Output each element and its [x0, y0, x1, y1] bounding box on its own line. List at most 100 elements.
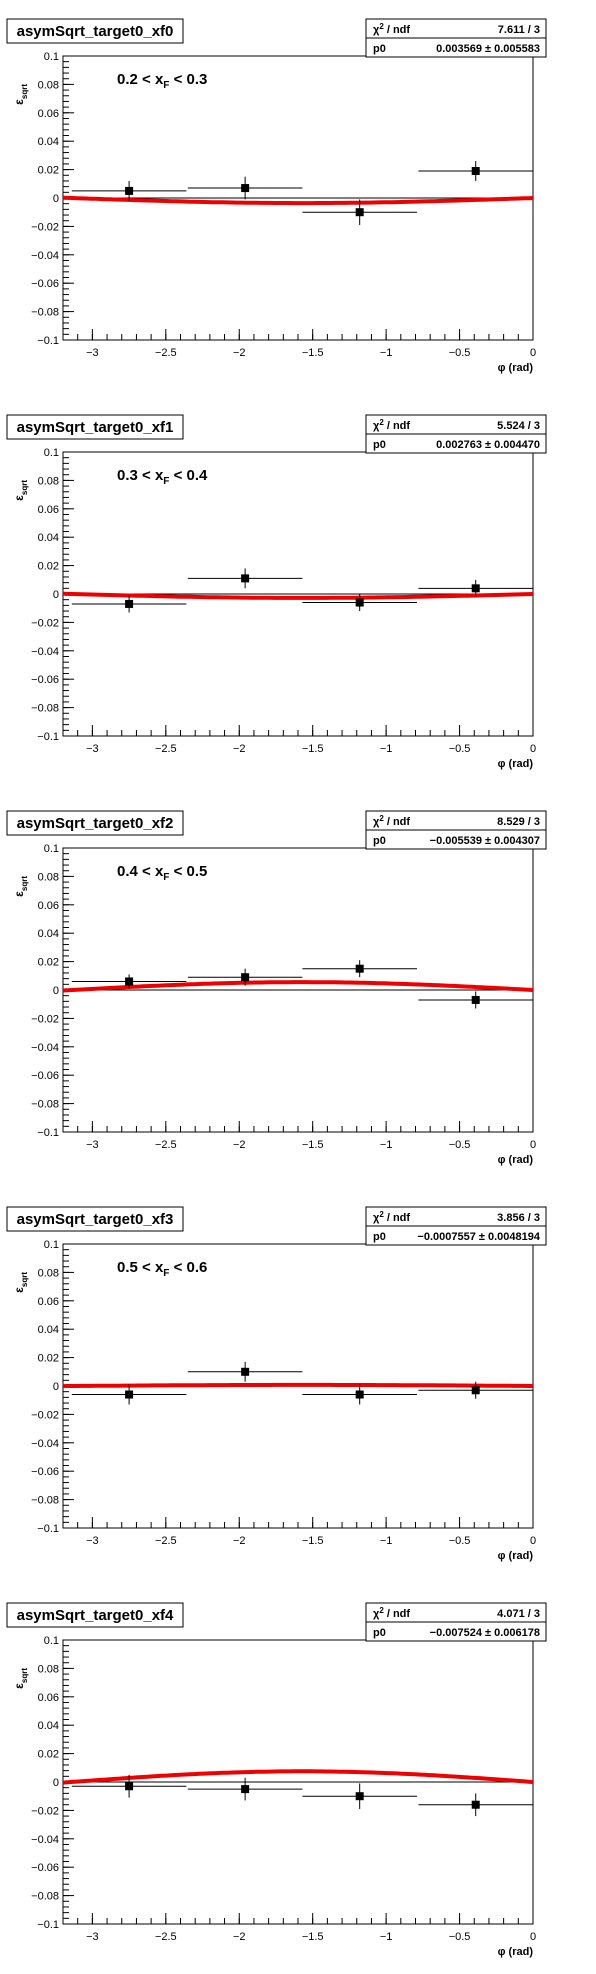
y-tick-label: −0.1	[37, 1919, 59, 1931]
data-point	[472, 996, 480, 1004]
annotation-prefix: 0.5 < x	[117, 1259, 164, 1276]
chi2-ndf: / ndf	[384, 1608, 411, 1620]
fit-curve	[63, 1385, 533, 1386]
y-axis-title: εsqrt	[12, 84, 29, 105]
y-tick-label: 0.06	[38, 504, 59, 516]
stats-chi2-label: χ2 / ndf	[373, 814, 410, 828]
x-tick-label: 0	[530, 1139, 536, 1151]
y-axis-title-sub: sqrt	[20, 1668, 29, 1683]
y-tick-label: −0.06	[31, 1862, 59, 1874]
chi2-ndf: / ndf	[384, 420, 411, 432]
x-tick-label: −1	[380, 1931, 393, 1943]
x-tick-label: −1.5	[302, 1535, 324, 1547]
x-tick-label: −2.5	[155, 743, 177, 755]
x-tick-label: −2.5	[155, 1931, 177, 1943]
stats-p0-value: −0.005539 ± 0.004307	[430, 835, 540, 847]
data-point	[356, 1792, 364, 1800]
stats-p0-label: p0	[373, 43, 386, 55]
y-tick-label: 0.08	[38, 475, 59, 487]
y-tick-label: 0.04	[38, 1720, 59, 1732]
y-tick-label: 0.04	[38, 136, 59, 148]
y-tick-label: 0	[53, 589, 59, 601]
x-tick-label: −0.5	[449, 743, 471, 755]
bin-annotation: 0.5 < xF < 0.6	[117, 1259, 207, 1279]
data-point	[472, 1386, 480, 1394]
chart-panel: 0.10.080.060.040.020−0.02−0.04−0.06−0.08…	[7, 811, 546, 1166]
fit-curve	[63, 982, 533, 990]
y-tick-label: −0.02	[31, 1013, 59, 1025]
y-tick-label: −0.04	[31, 1042, 59, 1054]
x-tick-label: −3	[86, 743, 99, 755]
x-tick-label: −1.5	[302, 743, 324, 755]
y-axis-title-sub: sqrt	[20, 480, 29, 495]
x-tick-label: −2.5	[155, 347, 177, 359]
data-point	[241, 973, 249, 981]
stats-p0-label: p0	[373, 439, 386, 451]
x-axis-title: φ (rad)	[498, 362, 534, 374]
y-tick-label: −0.02	[31, 1409, 59, 1421]
y-tick-label: 0.1	[44, 843, 59, 855]
x-tick-label: −1	[380, 347, 393, 359]
x-axis-title: φ (rad)	[498, 1946, 534, 1958]
x-tick-label: −2	[233, 1931, 246, 1943]
y-tick-label: −0.02	[31, 617, 59, 629]
y-tick-label: 0.06	[38, 108, 59, 120]
chi2-ndf: / ndf	[384, 24, 411, 36]
data-point	[125, 1782, 133, 1790]
chart-panel: 0.10.080.060.040.020−0.02−0.04−0.06−0.08…	[7, 1207, 546, 1562]
data-point	[125, 187, 133, 195]
y-tick-label: 0.02	[38, 165, 59, 177]
stats-p0-value: −0.007524 ± 0.006178	[430, 1627, 540, 1639]
y-tick-label: −0.08	[31, 1099, 59, 1111]
y-tick-label: −0.04	[31, 646, 59, 658]
chart-panel: 0.10.080.060.040.020−0.02−0.04−0.06−0.08…	[7, 19, 546, 374]
bin-annotation: 0.2 < xF < 0.3	[117, 71, 207, 91]
y-tick-label: −0.1	[37, 335, 59, 347]
y-tick-label: −0.06	[31, 1070, 59, 1082]
y-axis-title-sub: sqrt	[20, 84, 29, 99]
stats-p0-label: p0	[373, 835, 386, 847]
chart-panel: 0.10.080.060.040.020−0.02−0.04−0.06−0.08…	[7, 415, 546, 770]
data-point	[356, 965, 364, 973]
y-tick-label: 0.08	[38, 871, 59, 883]
y-axis-title: εsqrt	[12, 1272, 29, 1293]
x-axis-title: φ (rad)	[498, 1550, 534, 1562]
x-tick-label: −1.5	[302, 1139, 324, 1151]
chi2-ndf: / ndf	[384, 816, 411, 828]
x-tick-label: 0	[530, 743, 536, 755]
chart-panel: 0.10.080.060.040.020−0.02−0.04−0.06−0.08…	[7, 1603, 546, 1958]
y-tick-label: 0.08	[38, 79, 59, 91]
y-tick-label: −0.06	[31, 278, 59, 290]
x-tick-label: −0.5	[449, 1535, 471, 1547]
chi2-ndf: / ndf	[384, 1212, 411, 1224]
x-tick-label: −3	[86, 347, 99, 359]
chart-title: asymSqrt_target0_xf1	[17, 419, 174, 436]
y-tick-label: 0.02	[38, 957, 59, 969]
annotation-suffix: < 0.5	[169, 863, 207, 880]
x-tick-label: −3	[86, 1931, 99, 1943]
x-tick-label: −1.5	[302, 1931, 324, 1943]
data-point	[125, 977, 133, 985]
x-tick-label: −2.5	[155, 1139, 177, 1151]
data-point	[125, 600, 133, 608]
stats-chi2-label: χ2 / ndf	[373, 22, 410, 36]
y-tick-label: 0.1	[44, 51, 59, 63]
x-axis-title: φ (rad)	[498, 1154, 534, 1166]
y-tick-label: 0.06	[38, 900, 59, 912]
x-tick-label: −2	[233, 743, 246, 755]
annotation-suffix: < 0.3	[169, 71, 207, 88]
stats-chi2-value: 8.529 / 3	[497, 816, 540, 828]
data-point	[356, 208, 364, 216]
y-tick-label: 0	[53, 1381, 59, 1393]
y-tick-label: −0.08	[31, 1495, 59, 1507]
y-tick-label: −0.1	[37, 1523, 59, 1535]
y-tick-label: −0.04	[31, 250, 59, 262]
stats-p0-value: 0.002763 ± 0.004470	[436, 439, 540, 451]
x-tick-label: −1	[380, 1139, 393, 1151]
bin-annotation: 0.4 < xF < 0.5	[117, 863, 207, 883]
y-tick-label: −0.08	[31, 703, 59, 715]
stats-chi2-label: χ2 / ndf	[373, 1606, 410, 1620]
x-tick-label: −2	[233, 1139, 246, 1151]
y-tick-label: 0	[53, 1777, 59, 1789]
